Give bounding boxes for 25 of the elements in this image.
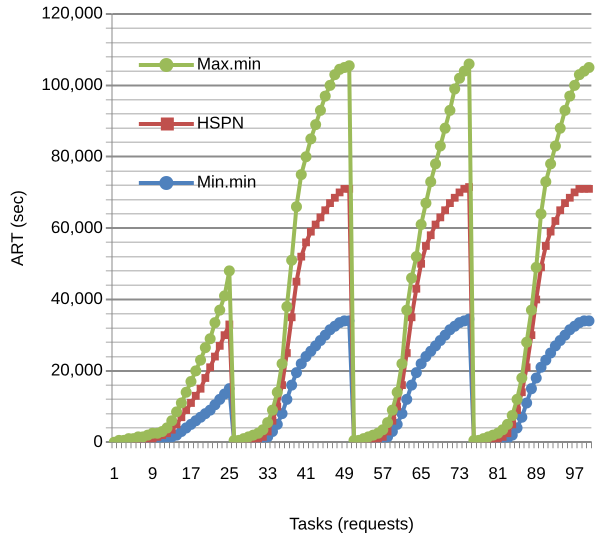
x-tick-label: 73: [450, 464, 469, 484]
y-tick-label: 80,000: [50, 146, 103, 166]
y-tick-label: 100,000: [41, 75, 103, 94]
x-tick-label: 17: [182, 464, 200, 484]
x-axis-title: Tasks (requests): [289, 514, 414, 534]
y-tick-label: 120,000: [41, 4, 103, 23]
x-tick-label: 25: [220, 464, 239, 484]
y-tick-label: 60,000: [50, 218, 103, 237]
x-tick-label: 1: [110, 464, 119, 484]
x-tick-label: 41: [296, 464, 316, 484]
y-tick-label: 40,000: [50, 289, 103, 308]
y-tick-label: 0: [93, 432, 103, 451]
x-tick-label: 49: [334, 464, 354, 484]
x-tick-label: 9: [148, 464, 158, 484]
legend-label: HSPN: [196, 114, 244, 133]
x-tick-label: 81: [488, 464, 508, 484]
legend-label: Min.min: [196, 172, 256, 192]
legend-label: Max.min: [196, 54, 262, 74]
x-tick-label: 97: [565, 464, 584, 484]
x-tick-label: 89: [526, 464, 546, 484]
x-tick-label: 57: [373, 464, 392, 484]
x-tick-label: 33: [258, 464, 278, 484]
y-axis-title: ART (sec): [8, 190, 27, 266]
x-tick-label: 65: [412, 464, 431, 484]
text: 20,000: [50, 360, 103, 380]
